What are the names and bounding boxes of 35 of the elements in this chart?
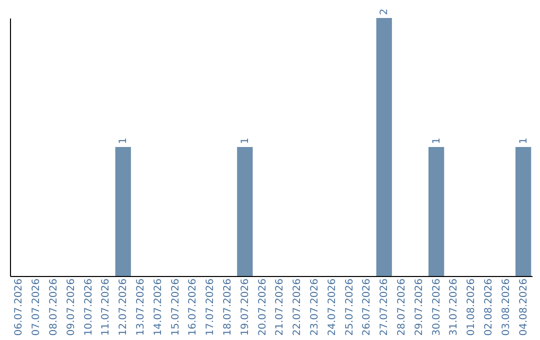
x-tick-label: 26.07.2026 [362, 278, 373, 336]
x-tick-label: 20.07.2026 [257, 278, 268, 336]
x-tick-label: 10.07.2026 [83, 278, 94, 336]
x-tick-label: 06.07.2026 [14, 278, 25, 336]
x-tick-label: 19.07.2026 [240, 278, 251, 336]
x-tick-label: 22.07.2026 [292, 278, 304, 336]
data-label: 2 [379, 8, 390, 15]
x-tick-label: 14.07.2026 [152, 278, 164, 336]
x-tick-label: 23.07.2026 [310, 278, 320, 336]
x-tick-label: 27.07.2026 [379, 278, 390, 336]
x-tick-label: 01.08.2026 [466, 278, 478, 336]
x-tick-label: 21.07.2026 [274, 278, 286, 336]
x-tick-label: 07.07.2026 [31, 278, 42, 336]
x-tick-label: 29.07.2026 [414, 278, 425, 336]
x-tick-label: 02.08.2026 [484, 278, 494, 336]
data-label: 1 [518, 138, 530, 144]
data-label: 1 [431, 138, 442, 144]
x-tick-label: 25.07.2026 [344, 278, 356, 336]
x-tick-label: 08.07.2026 [48, 278, 60, 336]
x-tick-label: 24.07.2026 [326, 278, 338, 336]
data-label: 1 [240, 138, 251, 144]
x-tick-label: 09.07.2026 [66, 278, 77, 336]
x-tick-label: 17.07.2026 [205, 278, 216, 336]
x-tick-label: 12.07.2026 [118, 278, 130, 336]
x-tick-label: 11.07.2026 [100, 278, 112, 336]
data-label: 1 [118, 138, 130, 144]
x-tick-label: 28.07.2026 [396, 278, 408, 336]
x-tick-label: 31.07.2026 [448, 278, 460, 336]
x-tick-label: 30.07.2026 [431, 278, 442, 336]
x-tick-label: 18.07.2026 [222, 278, 234, 336]
x-tick-label: 03.08.2026 [500, 278, 512, 336]
x-tick-label: 16.07.2026 [188, 278, 199, 336]
x-tick-label: 04.08.2026 [518, 278, 530, 336]
x-tick-label: 15.07.2026 [170, 278, 182, 336]
x-tick-label: 13.07.2026 [136, 278, 146, 336]
